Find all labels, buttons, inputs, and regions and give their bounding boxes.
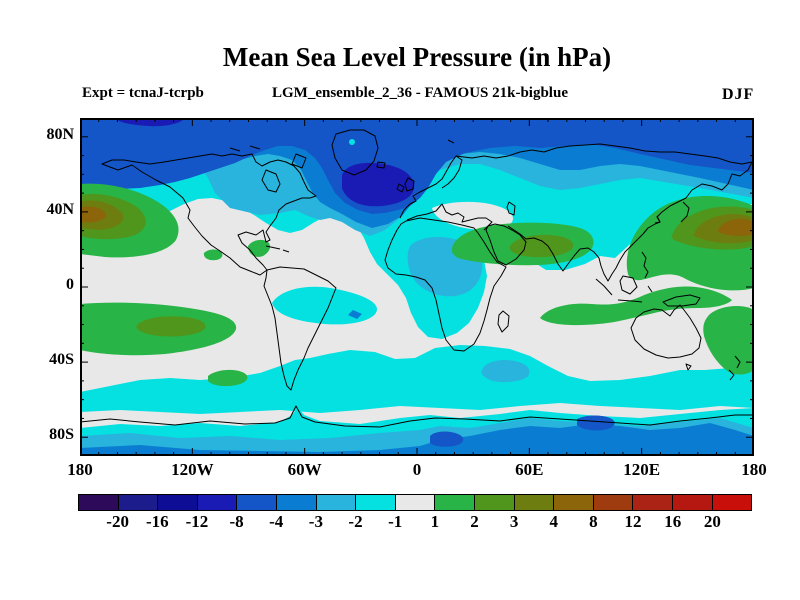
colorbar-tick-label: 2: [470, 512, 479, 531]
map-plot: [79, 117, 755, 457]
colorbar-tick-label: -20: [106, 512, 129, 531]
colorbar-cell: [196, 495, 237, 510]
colorbar-tick-label: 12: [624, 512, 642, 531]
page-title: Mean Sea Level Pressure (in hPa): [222, 42, 612, 72]
experiment-label: Expt = tcnaJ-tcrpb: [82, 85, 204, 101]
colorbar-cell: [117, 495, 158, 510]
anomaly-regions: [80, 118, 754, 456]
colorbar-tick-label: -16: [145, 512, 169, 531]
colorbar-tick-label: 3: [509, 512, 519, 531]
lat-tick-label: 40S: [49, 351, 74, 369]
colorbar-cell: [592, 495, 633, 510]
colorbar-tick-label: -1: [388, 512, 403, 531]
colorbar-cell: [157, 495, 197, 510]
colorbar-cell: [632, 495, 672, 510]
colorbar-tick-label: 16: [664, 512, 682, 531]
colorbar-cell: [671, 495, 712, 510]
colorbar-tick-label: -3: [308, 512, 323, 531]
colorbar-tick-label: 8: [589, 512, 598, 531]
colorbar-cell: [434, 495, 474, 510]
colorbar-labels: -20 -16 -12 -8 -4 -3 -2 -1 1 2 3 4 8 12 16 20: [78, 512, 752, 536]
lon-tick-label: 0: [412, 460, 422, 479]
colorbar-cell: [553, 495, 593, 510]
colorbar-tick-label: -12: [185, 512, 209, 531]
coastlines: [79, 129, 754, 428]
colorbar-tick-label: 20: [703, 512, 721, 531]
colorbar-cell: [394, 495, 435, 510]
lon-tick-label: 60E: [515, 460, 544, 479]
lat-tick-label: 80S: [49, 426, 74, 444]
dataset-label: LGM_ensemble_2_36 - FAMOUS 21k-bigblue: [272, 85, 568, 101]
colorbar-tick-label: 1: [430, 512, 440, 531]
lon-tick-label: 180: [67, 460, 93, 479]
lat-tick-label: 80N: [46, 125, 74, 143]
colorbar-cell: [79, 495, 118, 510]
colorbar-tick-label: -2: [348, 512, 363, 531]
colorbar-tick-label: -8: [229, 512, 244, 531]
lon-tick-label: 120W: [171, 460, 214, 479]
colorbar-cell: [355, 495, 395, 510]
map-canvas: [79, 117, 755, 457]
colorbar-cell: [473, 495, 514, 510]
map-frame: [80, 118, 754, 456]
lat-tick-label: 0: [66, 276, 74, 293]
colorbar: [78, 494, 752, 511]
lon-tick-label: 120E: [623, 460, 661, 479]
lon-tick-label: 60W: [287, 460, 322, 479]
colorbar-cell: [513, 495, 554, 510]
lon-tick-label: 180: [741, 460, 767, 479]
colorbar-tick-label: -4: [269, 512, 284, 531]
colorbar-cell: [315, 495, 356, 510]
colorbar-cell: [275, 495, 316, 510]
colorbar-tick-label: 4: [549, 512, 559, 531]
colorbar-cell: [711, 495, 752, 510]
colorbar-cell: [236, 495, 276, 510]
lat-tick-label: 40N: [46, 200, 74, 218]
season-label: DJF: [722, 86, 755, 103]
